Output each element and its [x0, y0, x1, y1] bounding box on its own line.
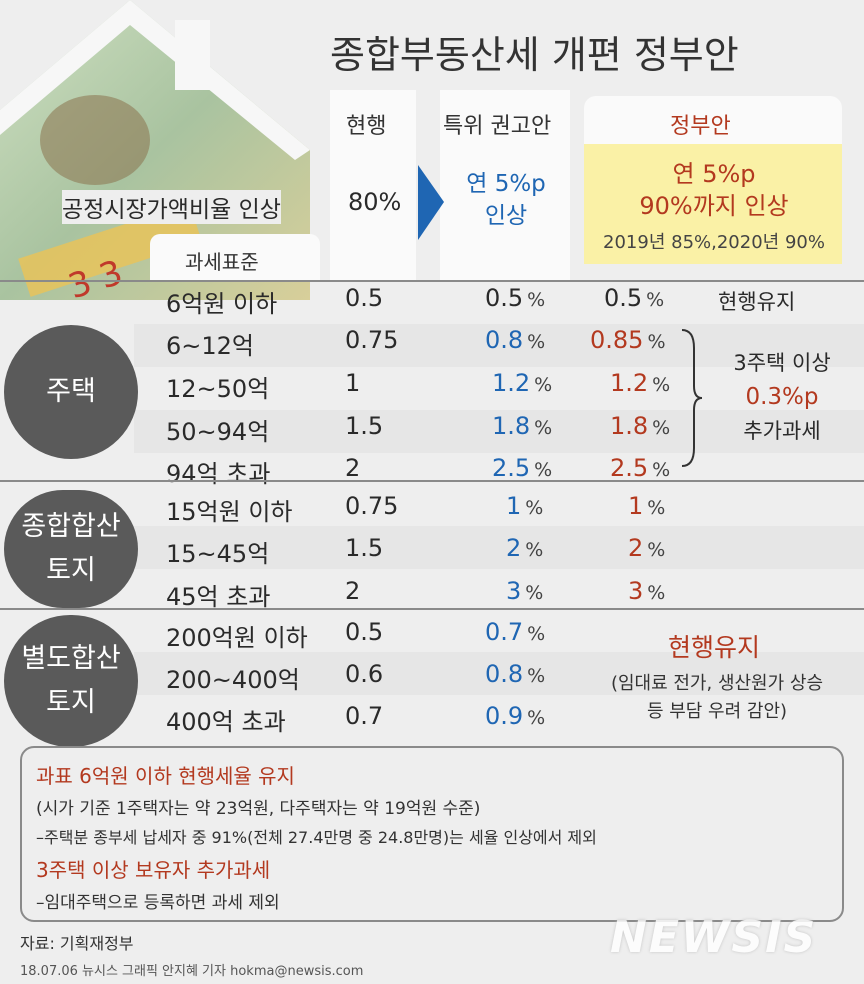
rate-current: 0.6 — [345, 660, 384, 688]
rate-committee: 3% — [506, 577, 544, 605]
tax-base: 15억원 이하 — [166, 498, 293, 526]
rate-government: 0.5% — [604, 284, 665, 312]
ratio-current: 80% — [348, 188, 402, 216]
summary-line-3: –주택분 종부세 납세자 중 91%(전체 27.4만명 중 24.8만명)는 … — [36, 828, 597, 847]
newsis-watermark: NEWSIS — [610, 912, 818, 963]
tax-base: 12~50억 — [166, 375, 270, 403]
column-header-current: 현행 — [346, 114, 387, 139]
tax-base: 200~400억 — [166, 666, 300, 694]
summary-line-4: 3주택 이상 보유자 추가과세 — [36, 858, 271, 882]
rate-committee: 2.5% — [492, 454, 553, 482]
summary-line-5: –임대주택으로 등록하면 과세 제외 — [36, 893, 280, 913]
rate-government: 2.5% — [610, 454, 671, 482]
rate-current: 2 — [345, 577, 361, 605]
rate-government: 3% — [628, 577, 666, 605]
tax-base: 6~12억 — [166, 332, 254, 360]
tax-base: 94억 초과 — [166, 460, 271, 488]
source-text: 자료: 기획재정부 — [20, 934, 134, 953]
rate-committee: 1.8% — [492, 412, 553, 440]
summary-box — [20, 746, 844, 922]
separate-land-reason: (임대료 전가, 생산원가 상승 등 부담 우려 감안) — [610, 673, 824, 722]
rate-committee: 0.9% — [485, 702, 546, 730]
separate-land-keep: 현행유지 — [667, 633, 760, 662]
credit-text: 18.07.06 뉴시스 그래픽 안지혜 기자 hokma@newsis.com — [20, 964, 364, 979]
rate-committee: 0.5% — [485, 284, 546, 312]
rate-committee: 1% — [506, 492, 544, 520]
column-header-committee: 특위 권고안 — [443, 114, 552, 139]
rate-committee: 0.7% — [485, 618, 546, 646]
rate-current: 0.75 — [345, 492, 399, 520]
ratio-government-note: 2019년 85%,2020년 90% — [603, 232, 825, 253]
rate-current: 1 — [345, 369, 361, 397]
rate-current: 0.7 — [345, 702, 384, 730]
note-keep: 현행유지 — [718, 290, 796, 314]
government-highlight — [584, 144, 842, 264]
tax-base: 6억원 이하 — [166, 290, 278, 318]
ratio-label: 공정시장가액비율 인상 — [62, 190, 281, 224]
rate-current: 0.75 — [345, 326, 399, 354]
tax-base: 45억 초과 — [166, 583, 271, 611]
brace-icon — [681, 329, 703, 467]
rate-current: 2 — [345, 454, 361, 482]
tax-base: 50~94억 — [166, 418, 270, 446]
group-label-aggregate-land: 종합합산 토지 — [4, 490, 138, 608]
column-header-government: 정부안 — [670, 114, 731, 139]
group-label-housing: 주택 — [4, 325, 138, 459]
rate-committee: 0.8% — [485, 660, 546, 688]
ratio-government: 연 5%p 90%까지 인상 — [639, 160, 789, 220]
rate-committee: 2% — [506, 534, 544, 562]
arrow-right-icon — [418, 165, 444, 240]
page-title: 종합부동산세 개편 정부안 — [330, 33, 739, 77]
rate-government: 2% — [628, 534, 666, 562]
summary-line-2: (시가 기준 1주택자는 약 23억원, 다주택자는 약 19억원 수준) — [36, 799, 481, 819]
rate-current: 1.5 — [345, 534, 384, 562]
tax-base: 200억원 이하 — [166, 624, 308, 652]
rate-current: 0.5 — [345, 618, 384, 646]
house-banknote-illustration: 3 3 — [0, 0, 310, 307]
tax-base: 15~45억 — [166, 540, 270, 568]
rate-government: 1.2% — [610, 369, 671, 397]
rate-government: 1.8% — [610, 412, 671, 440]
tax-base: 400억 초과 — [166, 708, 286, 736]
rate-current: 0.5 — [345, 284, 384, 312]
tax-base-header: 과세표준 — [185, 250, 259, 274]
rate-government: 0.85% — [590, 326, 666, 354]
housing-extra-note: 3주택 이상 0.3%p 추가과세 — [733, 351, 831, 443]
rate-current: 1.5 — [345, 412, 384, 440]
group-label-separate-land: 별도합산 토지 — [4, 615, 138, 747]
ratio-committee: 연 5%p 인상 — [466, 171, 546, 229]
rate-committee: 0.8% — [485, 326, 546, 354]
rate-committee: 1.2% — [492, 369, 553, 397]
rate-government: 1% — [628, 492, 666, 520]
summary-line-1: 과표 6억원 이하 현행세율 유지 — [36, 764, 295, 788]
